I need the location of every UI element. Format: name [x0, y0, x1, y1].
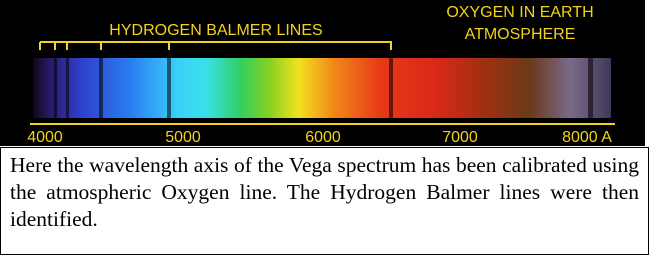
axis-label: 6000	[305, 129, 341, 146]
oxygen-label: OXYGEN IN EARTH	[446, 4, 593, 21]
spectrum-band	[33, 58, 611, 118]
balmer-label: HYDROGEN BALMER LINES	[109, 22, 322, 39]
axis-label: 7000	[442, 129, 478, 146]
axis-label: 8000 A	[562, 129, 612, 146]
oxygen-label: ATMOSPHERE	[465, 26, 576, 43]
caption: Here the wavelength axis of the Vega spe…	[0, 147, 649, 255]
axis-label: 5000	[165, 129, 201, 146]
axis-label: 4000	[27, 129, 63, 146]
page: HYDROGEN BALMER LINES OXYGEN IN EARTH AT…	[0, 0, 649, 256]
spectrum-figure: HYDROGEN BALMER LINES OXYGEN IN EARTH AT…	[0, 0, 649, 146]
